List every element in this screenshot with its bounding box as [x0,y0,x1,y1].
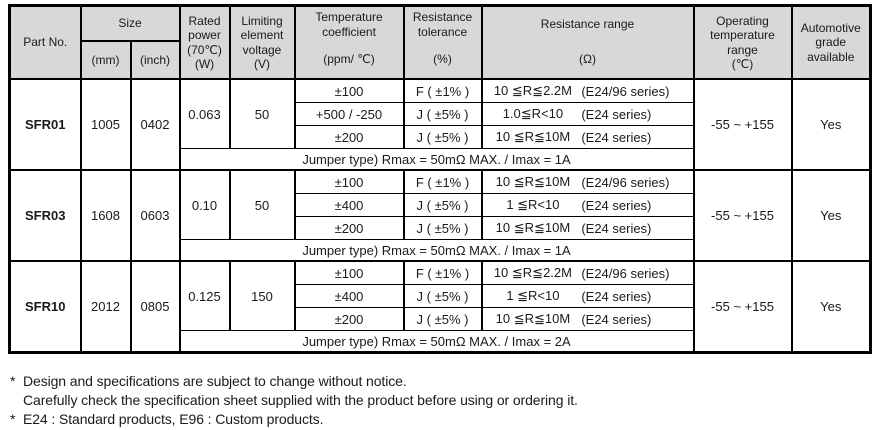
rated-power-cell: 0.063 [178,78,231,149]
temp-coefficient-cell: ±200 [293,216,405,240]
operating-temp-cell: -55 ~ +155 [692,169,793,262]
tolerance-cell: F ( ±1% ) [402,78,483,103]
range-value: 10 ≦R≦2.2M [493,83,572,98]
jumper-type-cell: Jumper type) Rmax = 50mΩ MAX. / Imax = 1… [178,148,695,171]
range-value: 10 ≦R≦10M [495,311,571,326]
range-series: (E24/96 series) [581,83,670,99]
rated-power-cell: 0.10 [178,169,231,240]
operating-temp-cell: -55 ~ +155 [692,78,793,171]
range-value: 1 ≦R<10 [506,197,560,212]
footnote-line: Carefully check the specification sheet … [10,391,870,410]
footnote-text: Carefully check the specification sheet … [23,392,578,408]
range-series: (E24/96 series) [581,174,670,190]
range-series: (E24 series) [581,106,652,122]
automotive-grade-cell: Yes [790,78,872,171]
footnote-text: Design and specifications are subject to… [23,373,407,389]
jumper-type-cell: Jumper type) Rmax = 50mΩ MAX. / Imax = 1… [178,239,695,262]
range-value: 10 ≦R≦2.2M [493,265,572,280]
resistance-range-unit: (Ω) [579,51,596,66]
footnote-line: * Design and specifications are subject … [10,372,870,391]
col-header-size-inch: (inch) [129,40,181,80]
tolerance-cell: J ( ±5% ) [402,216,483,240]
automotive-grade-cell: Yes [790,169,872,262]
part-no-cell: SFR03 [8,169,82,262]
limiting-voltage-cell: 50 [228,78,296,149]
tolerance-cell: F ( ±1% ) [402,260,483,285]
range-series: (E24 series) [581,129,652,145]
footnote-asterisk [10,391,23,410]
size-inch-cell: 0805 [129,260,181,354]
footnote-asterisk: * [10,411,16,427]
tolerance-cell: J ( ±5% ) [402,284,483,308]
temp-coefficient-cell: ±400 [293,193,405,217]
temp-coefficient-cell: ±400 [293,284,405,308]
temp-coefficient-cell: ±200 [293,307,405,331]
tolerance-cell: F ( ±1% ) [402,169,483,194]
range-value: 1 ≦R<10 [506,288,560,303]
temp-coefficient-cell: ±100 [293,78,405,103]
automotive-grade-cell: Yes [790,260,872,354]
range-series: (E24 series) [581,220,652,236]
resistance-tolerance-unit: (%) [433,51,452,66]
tolerance-cell: J ( ±5% ) [402,125,483,149]
range-series: (E24/96 series) [581,265,670,281]
temp-coefficient-cell: ±100 [293,260,405,285]
resistance-range-cell: 10 ≦R≦2.2M (E24/96 series) [480,78,695,103]
tolerance-cell: J ( ±5% ) [402,193,483,217]
temp-coefficient-cell: +500 / -250 [293,102,405,126]
col-header-resistance-range: Resistance range (Ω) [480,4,695,80]
col-header-automotive-grade: Automotive grade available [790,4,872,80]
temp-coefficient-label: Temperature coefficient [315,10,383,39]
resistance-range-cell: 1 ≦R<10 (E24 series) [480,193,695,217]
limiting-voltage-cell: 50 [228,169,296,240]
part-no-cell: SFR01 [8,78,82,171]
resistance-range-label: Resistance range [540,17,635,32]
resistance-range-cell: 10 ≦R≦10M (E24 series) [480,307,695,331]
range-series: (E24 series) [581,197,652,213]
jumper-type-cell: Jumper type) Rmax = 50mΩ MAX. / Imax = 2… [178,330,695,354]
range-value: 1.0≦R<10 [502,106,564,121]
resistance-range-cell: 10 ≦R≦10M (E24 series) [480,216,695,240]
size-inch-cell: 0402 [129,78,181,171]
range-value: 10 ≦R≦10M [495,174,571,189]
col-header-operating-temp: Operating temperature range (℃) [692,4,793,80]
tolerance-cell: J ( ±5% ) [402,307,483,331]
size-mm-cell: 1005 [79,78,132,171]
footnote-asterisk: * [10,373,16,389]
resistance-range-cell: 10 ≦R≦2.2M (E24/96 series) [480,260,695,285]
temp-coefficient-unit: (ppm/ ℃) [323,51,375,66]
resistance-range-cell: 10 ≦R≦10M (E24 series) [480,125,695,149]
resistance-range-cell: 10 ≦R≦10M (E24/96 series) [480,169,695,194]
temp-coefficient-cell: ±100 [293,169,405,194]
resistance-tolerance-label: Resistance tolerance [412,10,473,39]
resistor-spec-table: Part No. Size Rated power (70℃) (W) Limi… [8,4,872,354]
resistance-range-cell: 1 ≦R<10 (E24 series) [480,284,695,308]
part-no-cell: SFR10 [8,260,82,354]
range-value: 10 ≦R≦10M [495,220,571,235]
col-header-size: Size [79,4,181,42]
rated-power-cell: 0.125 [178,260,231,331]
footnotes: * Design and specifications are subject … [10,372,870,429]
col-header-rated-power: Rated power (70℃) (W) [178,4,231,80]
temp-coefficient-cell: ±200 [293,125,405,149]
col-header-resistance-tolerance: Resistance tolerance (%) [402,4,483,80]
range-series: (E24 series) [581,288,652,304]
tolerance-cell: J ( ±5% ) [402,102,483,126]
col-header-limiting-voltage: Limiting element voltage (V) [228,4,296,80]
range-series: (E24 series) [581,311,652,327]
limiting-voltage-cell: 150 [228,260,296,331]
footnote-text: E24 : Standard products, E96 : Custom pr… [23,411,324,427]
size-mm-cell: 1608 [79,169,132,262]
col-header-temp-coefficient: Temperature coefficient (ppm/ ℃) [293,4,405,80]
resistance-range-cell: 1.0≦R<10 (E24 series) [480,102,695,126]
footnote-line: * E24 : Standard products, E96 : Custom … [10,410,870,429]
range-value: 10 ≦R≦10M [495,129,571,144]
col-header-size-mm: (mm) [79,40,132,80]
size-mm-cell: 2012 [79,260,132,354]
operating-temp-cell: -55 ~ +155 [692,260,793,354]
col-header-part-no: Part No. [8,4,82,80]
size-inch-cell: 0603 [129,169,181,262]
